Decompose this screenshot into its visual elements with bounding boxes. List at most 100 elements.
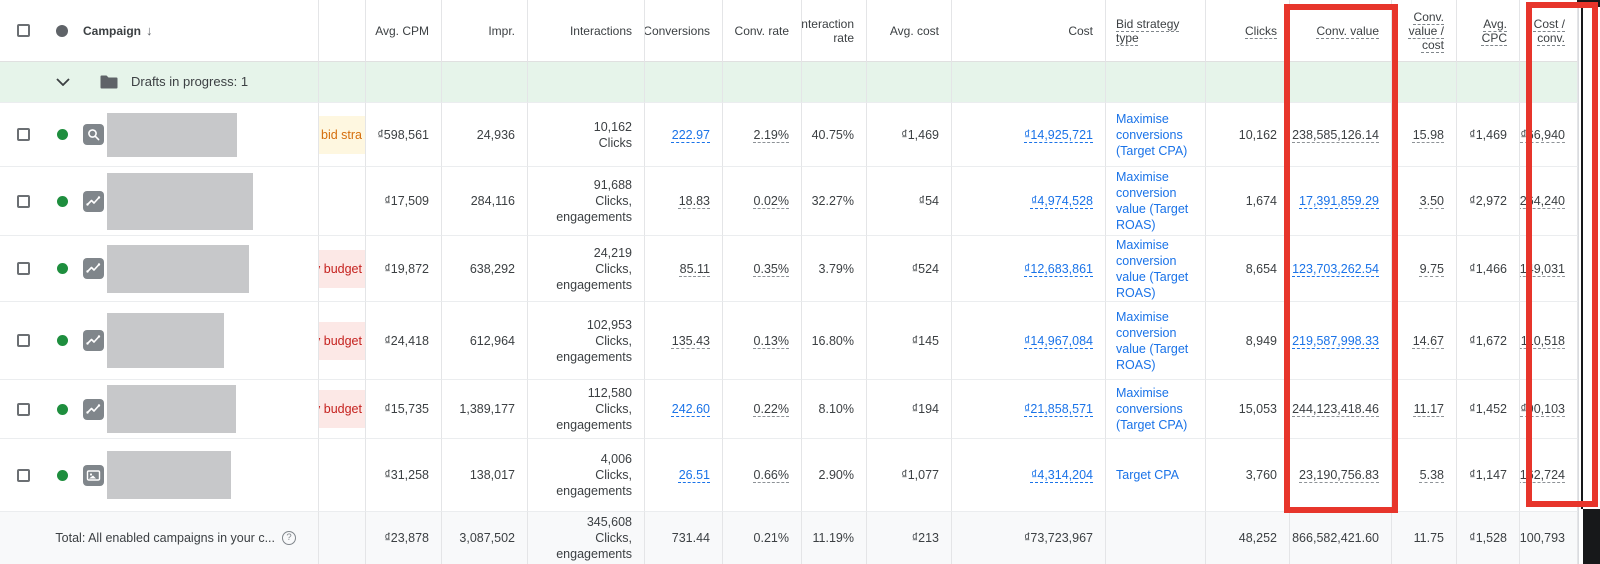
total-row-label: Total: All enabled campaigns in your c..… xyxy=(55,531,275,545)
avg-cpc-cell: ₫1,466 xyxy=(1457,236,1520,302)
campaign-cell xyxy=(0,103,319,167)
cell xyxy=(319,512,366,564)
total-interaction-rate-cell: 11.19% xyxy=(802,512,867,564)
row-checkbox[interactable] xyxy=(17,468,30,482)
column-header-impr[interactable]: Impr. xyxy=(442,0,528,62)
avg-cpm-cell: ₫31,258 xyxy=(366,439,442,512)
column-header-bid-strategy-type[interactable]: Bid strategy type xyxy=(1106,0,1206,62)
conv-rate-cell: 0.35% xyxy=(723,236,802,302)
redacted-campaign-name xyxy=(107,172,253,230)
conv-value-per-cost-cell: 3.50 xyxy=(1392,167,1457,236)
bid-strategy-link[interactable]: Maximise conversion value (Target ROAS) xyxy=(1116,170,1189,232)
trend-chart-campaign-icon xyxy=(83,398,104,420)
cost-link[interactable]: ₫14,967,084 xyxy=(1024,333,1093,348)
cost-cell: ₫14,967,084 xyxy=(952,302,1106,380)
clicks-cell: 3,760 xyxy=(1206,439,1290,512)
row-checkbox[interactable] xyxy=(17,194,30,208)
column-header-interaction-rate[interactable]: Interaction rate xyxy=(802,0,867,62)
bid-strategy-link[interactable]: Maximise conversion value (Target ROAS) xyxy=(1116,237,1189,300)
conv-value-cell: 23,190,756.83 xyxy=(1290,439,1392,512)
column-header-avg-cpm[interactable]: Avg. CPM xyxy=(366,0,442,62)
bid-strategy-link[interactable]: Target CPA xyxy=(1116,468,1179,482)
impr-cell: 612,964 xyxy=(442,302,528,380)
status-limited-by-bid-strategy[interactable]: y bid stra xyxy=(319,115,365,154)
conv-rate-cell: 0.22% xyxy=(723,380,802,439)
bid-strategy-cell: Maximise conversions (Target CPA) xyxy=(1106,103,1206,167)
impr-cell: 1,389,177 xyxy=(442,380,528,439)
status-column-header xyxy=(319,0,366,62)
conv-value-cell: 17,391,859.29 xyxy=(1290,167,1392,236)
help-icon[interactable]: ? xyxy=(282,531,296,545)
row-checkbox[interactable] xyxy=(17,262,30,275)
drafts-group-label[interactable]: Drafts in progress: 1 xyxy=(131,74,249,89)
enabled-status-dot[interactable] xyxy=(56,263,68,274)
select-all-checkbox[interactable] xyxy=(17,24,30,37)
conversions-link[interactable]: 222.97 xyxy=(671,127,710,142)
conversions-link[interactable]: 26.51 xyxy=(678,468,710,482)
cost-link[interactable]: ₫4,314,204 xyxy=(1030,468,1093,482)
cell xyxy=(442,62,528,103)
cost-cell: ₫14,925,721 xyxy=(952,103,1106,167)
avg-cpm-cell: ₫17,509 xyxy=(366,167,442,236)
cell xyxy=(1106,62,1206,103)
bid-strategy-link[interactable]: Maximise conversions (Target CPA) xyxy=(1116,386,1188,432)
column-header-avg-cost[interactable]: Avg. cost xyxy=(867,0,952,62)
interaction-rate-cell: 8.10% xyxy=(802,380,867,439)
avg-cost-cell: ₫524 xyxy=(867,236,952,302)
column-header-campaign[interactable]: Campaign xyxy=(83,23,142,38)
impr-cell: 284,116 xyxy=(442,167,528,236)
conv-value-link[interactable]: 219,587,998.33 xyxy=(1292,333,1379,348)
conv-value-link[interactable]: 17,391,859.29 xyxy=(1299,194,1379,208)
row-checkbox[interactable] xyxy=(17,402,30,416)
status-limited-by-budget[interactable]: y budget xyxy=(319,390,365,428)
campaign-status-cell: y budget xyxy=(319,302,366,380)
folder-icon xyxy=(100,75,118,89)
enabled-status-dot[interactable] xyxy=(56,335,68,346)
vertical-scrollbar[interactable] xyxy=(1577,0,1600,564)
cell xyxy=(1290,62,1392,103)
row-checkbox[interactable] xyxy=(17,128,30,141)
trend-chart-campaign-icon xyxy=(83,258,104,279)
impr-cell: 24,936 xyxy=(442,103,528,167)
avg-cpm-cell: ₫15,735 xyxy=(366,380,442,439)
column-header-conv-rate[interactable]: Conv. rate xyxy=(723,0,802,62)
sort-descending-icon[interactable]: ↓ xyxy=(146,22,153,38)
total-clicks-cell: 48,252 xyxy=(1206,512,1290,564)
cost-link[interactable]: ₫21,858,571 xyxy=(1024,402,1093,416)
total-interactions-cell: 345,608 Clicks, engagements xyxy=(528,512,645,564)
column-header-interactions[interactable]: Interactions xyxy=(528,0,645,62)
impr-cell: 638,292 xyxy=(442,236,528,302)
column-header-conv-value-per-cost[interactable]: Conv. value / cost xyxy=(1392,0,1457,62)
column-header-clicks[interactable]: Clicks xyxy=(1206,0,1290,62)
column-header-avg-cpc[interactable]: Avg. CPC xyxy=(1457,0,1520,62)
status-limited-by-budget[interactable]: y budget xyxy=(319,321,365,360)
conv-value-link[interactable]: 123,703,262.54 xyxy=(1292,261,1379,276)
conv-value-per-cost-cell: 15.98 xyxy=(1392,103,1457,167)
total-bid-strategy-cell xyxy=(1106,512,1206,564)
cost-link[interactable]: ₫4,974,528 xyxy=(1030,194,1093,208)
bid-strategy-link[interactable]: Maximise conversion value (Target ROAS) xyxy=(1116,309,1189,372)
column-header-conv-value[interactable]: Conv. value xyxy=(1290,0,1392,62)
column-header-cost[interactable]: Cost xyxy=(952,0,1106,62)
bid-strategy-link[interactable]: Maximise conversions (Target CPA) xyxy=(1116,111,1188,158)
avg-cost-cell: ₫194 xyxy=(867,380,952,439)
cost-link[interactable]: ₫14,925,721 xyxy=(1024,127,1093,142)
row-checkbox[interactable] xyxy=(17,334,30,347)
column-header-conversions[interactable]: Conversions xyxy=(645,0,723,62)
cost-link[interactable]: ₫12,683,861 xyxy=(1024,261,1093,276)
cost-cell: ₫21,858,571 xyxy=(952,380,1106,439)
column-header-cost-per-conv[interactable]: Cost / conv. xyxy=(1520,0,1578,62)
chevron-down-icon[interactable] xyxy=(56,78,70,86)
enabled-status-dot[interactable] xyxy=(56,469,68,481)
avg-cpm-cell: ₫598,561 xyxy=(366,103,442,167)
interactions-cell: 24,219 Clicks, engagements xyxy=(528,236,645,302)
conversions-link[interactable]: 242.60 xyxy=(671,402,710,416)
enabled-status-dot[interactable] xyxy=(56,403,68,415)
campaign-cell xyxy=(0,380,319,439)
enabled-status-dot[interactable] xyxy=(56,195,68,207)
total-conv-value-per-cost-cell: 11.75 xyxy=(1392,512,1457,564)
enabled-status-dot[interactable] xyxy=(56,129,68,140)
status-limited-by-budget[interactable]: y budget xyxy=(319,249,365,288)
interaction-rate-cell: 16.80% xyxy=(802,302,867,380)
total-avg-cpc-cell: ₫1,528 xyxy=(1457,512,1520,564)
